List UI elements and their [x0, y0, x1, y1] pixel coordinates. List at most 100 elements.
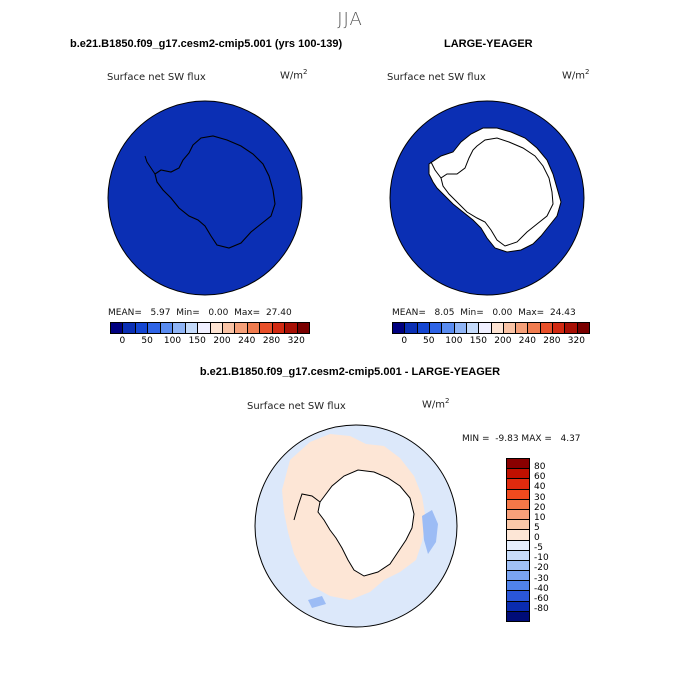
left-variable-label: Surface net SW flux	[107, 72, 206, 83]
diff-negative-patch	[422, 510, 438, 554]
season-title: JJA	[337, 9, 363, 30]
diff-colorbar-tick-label: 40	[534, 482, 546, 493]
colorbar-tick-label: 320	[567, 336, 585, 346]
left-peninsula-line	[144, 155, 156, 175]
diff-colorbar-tick-label: 60	[534, 472, 546, 483]
colorbar-swatch	[135, 323, 149, 333]
colorbar-swatch	[429, 323, 443, 333]
diff-colorbar-swatch	[507, 611, 529, 621]
colorbar-tick-label: 320	[287, 336, 305, 346]
colorbar-tick-label: 100	[445, 336, 463, 346]
colorbar-tick-label: 280	[543, 336, 561, 346]
colorbar-swatch	[297, 323, 309, 333]
diff-units-label: W/m2	[422, 397, 450, 411]
diff-colorbar-swatch	[507, 499, 529, 510]
diff-colorbar-swatch	[507, 459, 529, 470]
diff-colorbar-tick-label: 30	[534, 492, 546, 503]
right-peninsula-line	[430, 161, 442, 179]
diff-colorbar-tick-label: 10	[534, 512, 546, 523]
left-case-title: b.e21.B1850.f09_g17.cesm2-cmip5.001 (yrs…	[70, 38, 343, 50]
right-colorbar	[392, 322, 590, 334]
left-colorbar	[110, 322, 310, 334]
colorbar-swatch	[503, 323, 517, 333]
colorbar-swatch	[160, 323, 174, 333]
diff-colorbar-tick-label: -10	[534, 553, 549, 564]
colorbar-swatch	[285, 323, 298, 333]
colorbar-tick-label: 200	[494, 336, 512, 346]
left-stats: MEAN= 5.97 Min= 0.00 Max= 27.40	[108, 308, 292, 318]
colorbar-tick-label: 150	[188, 336, 206, 346]
diff-colorbar-swatch	[507, 509, 529, 521]
colorbar-swatch	[185, 323, 199, 333]
colorbar-swatch	[123, 323, 136, 333]
colorbar-tick-label: 50	[423, 336, 435, 346]
diff-colorbar-swatch	[507, 520, 529, 531]
right-units-label: W/m2	[562, 68, 590, 82]
colorbar-swatch	[466, 323, 480, 333]
diff-colorbar-tick-label: -5	[534, 543, 543, 554]
diff-colorbar-swatch	[507, 489, 529, 500]
colorbar-tick-label: 280	[262, 336, 281, 346]
colorbar-tick-label: 200	[213, 336, 231, 346]
diff-colorbar-swatch	[507, 550, 529, 561]
colorbar-swatch	[393, 323, 406, 333]
diff-colorbar-tick-label: 20	[534, 502, 546, 513]
colorbar-swatch	[491, 323, 504, 333]
colorbar-swatch	[260, 323, 273, 333]
diff-colorbar-swatch	[507, 479, 529, 490]
colorbar-swatch	[516, 323, 529, 333]
diff-colorbar-tick-label: -60	[534, 593, 549, 604]
diff-colorbar-ticks: 80 60 40 30 20 10 5 0 -5 -10 -20 -30 -40 -60 -80	[534, 458, 574, 628]
diff-colorbar-swatch	[507, 560, 529, 572]
diff-colorbar-tick-label: 0	[534, 533, 540, 543]
colorbar-swatch	[198, 323, 211, 333]
colorbar-swatch	[454, 323, 467, 333]
right-case-title: LARGE-YEAGER	[444, 38, 533, 50]
colorbar-swatch	[111, 323, 124, 333]
right-polar-map	[389, 100, 585, 296]
colorbar-tick-label: 50	[141, 336, 153, 346]
diff-stats: MIN = -9.83 MAX = 4.37	[462, 434, 581, 444]
diff-colorbar-swatch	[507, 469, 529, 480]
diff-colorbar-swatch	[507, 591, 529, 602]
diff-colorbar-tick-label: -40	[534, 583, 549, 594]
diff-case-title: b.e21.B1850.f09_g17.cesm2-cmip5.001 - LA…	[199, 366, 501, 378]
right-antarctica-outline	[440, 137, 554, 247]
diff-colorbar-tick-label: -80	[534, 603, 549, 614]
diff-colorbar-tick-label: -20	[534, 563, 549, 574]
colorbar-swatch	[528, 323, 541, 333]
right-colorbar-ticks: 0 50 100 150 200 240 280 320	[392, 336, 602, 348]
left-units-label: W/m2	[280, 68, 308, 82]
colorbar-swatch	[173, 323, 186, 333]
colorbar-swatch	[553, 323, 566, 333]
colorbar-swatch	[540, 323, 554, 333]
diff-colorbar-tick-label: 5	[534, 522, 540, 533]
right-sea-ice-region	[428, 127, 562, 253]
colorbar-swatch	[479, 323, 492, 333]
diff-colorbar-tick-label: 80	[534, 462, 546, 473]
right-variable-label: Surface net SW flux	[387, 72, 486, 83]
colorbar-swatch	[565, 323, 578, 333]
diff-colorbar-swatch	[507, 601, 529, 612]
colorbar-tick-label: 0	[119, 336, 126, 346]
diff-colorbar-swatch	[507, 581, 529, 592]
colorbar-swatch	[235, 323, 248, 333]
diff-colorbar-swatch	[507, 540, 529, 551]
colorbar-swatch	[222, 323, 236, 333]
colorbar-swatch	[405, 323, 418, 333]
colorbar-tick-label: 240	[238, 336, 256, 346]
colorbar-tick-label: 100	[163, 336, 182, 346]
diff-negative-patch-small	[308, 596, 326, 608]
colorbar-swatch	[577, 323, 589, 333]
colorbar-tick-label: 0	[401, 336, 408, 346]
colorbar-swatch	[442, 323, 455, 333]
colorbar-tick-label: 240	[518, 336, 536, 346]
colorbar-swatch	[247, 323, 261, 333]
diff-variable-label: Surface net SW flux	[247, 401, 346, 412]
left-antarctica-outline	[154, 135, 276, 249]
diff-peninsula-line	[293, 493, 321, 521]
diff-colorbar	[506, 458, 530, 622]
diff-colorbar-swatch	[507, 530, 529, 541]
right-stats: MEAN= 8.05 Min= 0.00 Max= 24.43	[392, 308, 576, 318]
diff-map-border	[254, 424, 458, 628]
